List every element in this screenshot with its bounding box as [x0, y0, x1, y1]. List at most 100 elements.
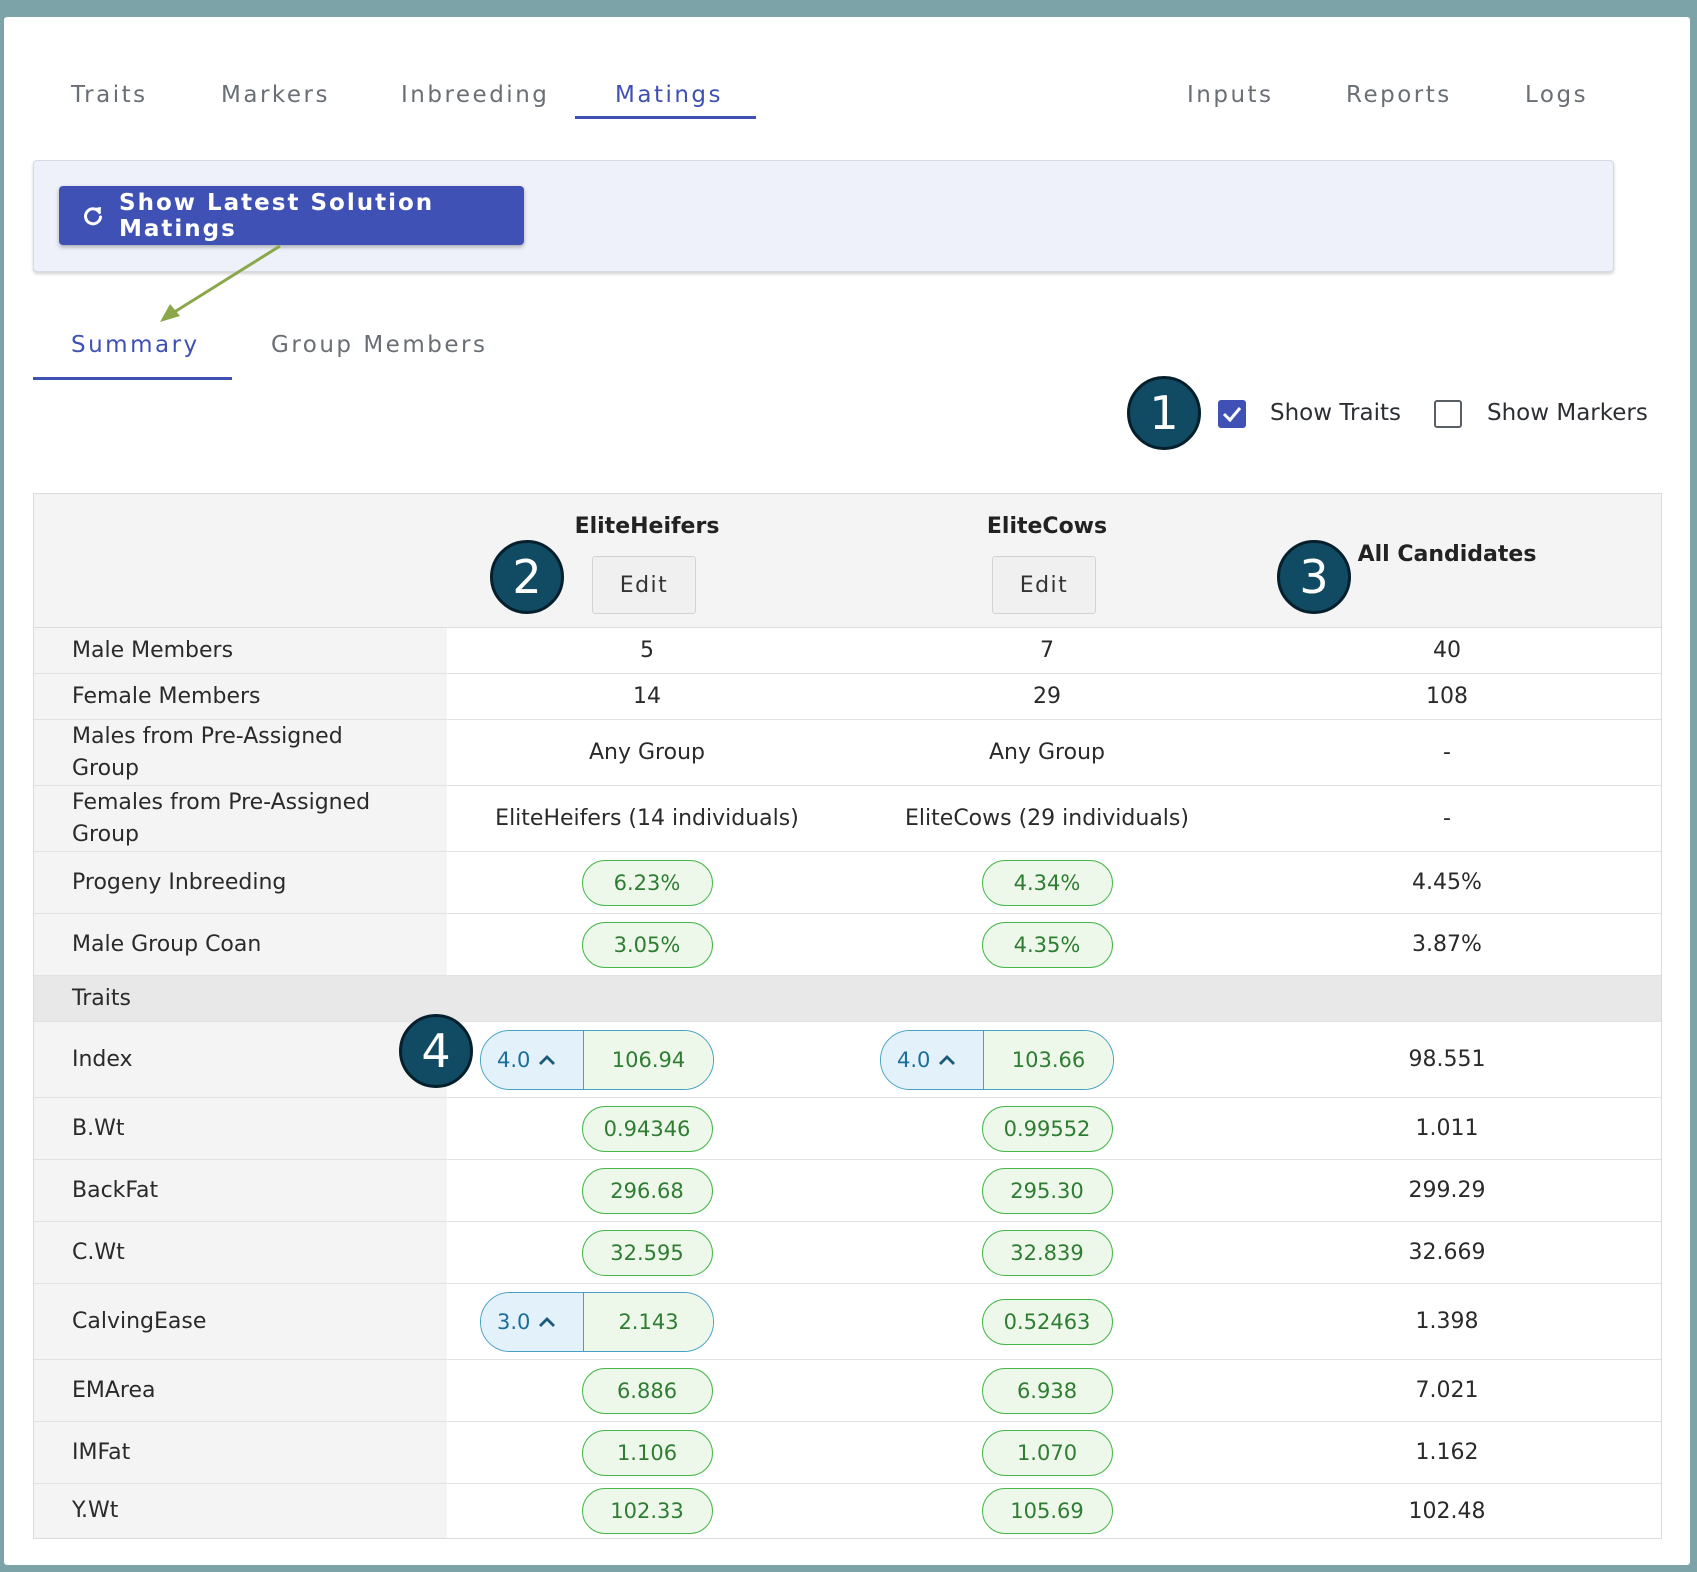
- annotation-badge-4: 4: [399, 1014, 473, 1088]
- value: 106.94: [584, 1031, 713, 1089]
- value: 103.66: [984, 1031, 1113, 1089]
- cell-all-candidates: 1.162: [1415, 1440, 1479, 1465]
- summary-tab-indicator: [33, 377, 232, 380]
- chevron-up-icon: [939, 1055, 956, 1065]
- table-row-females-pre-assigned: Females from Pre-Assigned Group EliteHei…: [34, 786, 1661, 852]
- weighted-value-control: 4.0 103.66: [880, 1030, 1114, 1090]
- row-label: B.Wt: [34, 1098, 447, 1159]
- value-pill: 6.886: [581, 1367, 713, 1414]
- show-latest-solution-matings-button[interactable]: Show Latest Solution Matings: [59, 186, 524, 245]
- tab-markers[interactable]: Markers: [221, 82, 330, 108]
- table-row-male-group-coan: Male Group Coan 3.05% 4.35% 3.87%: [34, 914, 1661, 976]
- cell-elitecows: 7: [1040, 638, 1054, 663]
- weight-toggle[interactable]: 3.0: [481, 1293, 584, 1351]
- value-pill: 295.30: [981, 1167, 1113, 1214]
- row-label: Male Group Coan: [34, 914, 447, 975]
- tab-inputs[interactable]: Inputs: [1187, 82, 1274, 108]
- weight-toggle[interactable]: 4.0: [881, 1031, 984, 1089]
- active-tab-indicator: [575, 116, 756, 119]
- value-pill: 32.595: [581, 1229, 713, 1276]
- cell-elitecows: Any Group: [989, 740, 1105, 765]
- table-row-cwt: C.Wt 32.595 32.839 32.669: [34, 1222, 1661, 1284]
- row-label: EMArea: [34, 1360, 447, 1421]
- tab-summary[interactable]: Summary: [71, 332, 200, 358]
- annotation-arrow: [160, 244, 281, 322]
- row-label: CalvingEase: [34, 1284, 447, 1359]
- cell-all-candidates: -: [1443, 806, 1451, 831]
- cell-all-candidates: 299.29: [1408, 1178, 1486, 1203]
- check-icon: [1222, 407, 1242, 423]
- table-header: EliteHeifers Edit EliteCows Edit All Can…: [34, 494, 1661, 628]
- table-row-progeny-inbreeding: Progeny Inbreeding 6.23% 4.34% 4.45%: [34, 852, 1661, 914]
- value-pill: 6.938: [981, 1367, 1113, 1414]
- summary-table: EliteHeifers Edit EliteCows Edit All Can…: [33, 493, 1662, 1539]
- value-pill: 4.35%: [981, 921, 1113, 968]
- cell-all-candidates: 7.021: [1415, 1378, 1479, 1403]
- show-traits-checkbox[interactable]: [1218, 400, 1246, 428]
- row-label: Females from Pre-Assigned Group: [34, 786, 447, 851]
- show-latest-label: Show Latest Solution Matings: [119, 189, 435, 242]
- chevron-up-icon: [539, 1055, 556, 1065]
- show-markers-checkbox[interactable]: [1434, 400, 1462, 428]
- table-row-calvingease: CalvingEase 3.0 2.143 0.52463 1.398: [34, 1284, 1661, 1360]
- row-label: C.Wt: [34, 1222, 447, 1283]
- weighted-value-control: 4.0 106.94: [480, 1030, 714, 1090]
- weight-toggle[interactable]: 4.0: [481, 1031, 584, 1089]
- column-header-eliteheifers: EliteHeifers: [574, 514, 720, 539]
- table-row-female-members: Female Members 14 29 108: [34, 674, 1661, 720]
- value-pill: 32.839: [981, 1229, 1113, 1276]
- table-row-imfat: IMFat 1.106 1.070 1.162: [34, 1422, 1661, 1484]
- tab-inbreeding[interactable]: Inbreeding: [401, 82, 550, 108]
- tab-logs[interactable]: Logs: [1525, 82, 1589, 108]
- cell-eliteheifers: 5: [640, 638, 654, 663]
- cell-all-candidates: -: [1443, 740, 1451, 765]
- annotation-badge-3: 3: [1277, 540, 1351, 614]
- table-row-bwt: B.Wt 0.94346 0.99552 1.011: [34, 1098, 1661, 1160]
- show-traits-label[interactable]: Show Traits: [1270, 400, 1401, 426]
- cell-all-candidates: 1.398: [1415, 1309, 1479, 1334]
- annotation-badge-1: 1: [1127, 376, 1201, 450]
- row-label: BackFat: [34, 1160, 447, 1221]
- weight-value: 4.0: [897, 1048, 931, 1072]
- table-row-ywt: Y.Wt 102.33 105.69 102.48: [34, 1484, 1661, 1538]
- row-label: Y.Wt: [34, 1484, 447, 1538]
- value-pill: 105.69: [981, 1488, 1113, 1534]
- cell-all-candidates: 1.011: [1415, 1116, 1479, 1141]
- section-label: Traits: [34, 976, 447, 1021]
- row-label: Males from Pre-Assigned Group: [34, 720, 447, 785]
- table-row-males-pre-assigned: Males from Pre-Assigned Group Any Group …: [34, 720, 1661, 786]
- table-row-emarea: EMArea 6.886 6.938 7.021: [34, 1360, 1661, 1422]
- value-pill: 0.94346: [581, 1105, 713, 1152]
- value-pill: 4.34%: [981, 859, 1113, 906]
- edit-elitecows-button[interactable]: Edit: [992, 556, 1096, 614]
- cell-all-candidates: 40: [1433, 638, 1461, 663]
- value-pill: 3.05%: [581, 921, 713, 968]
- cell-elitecows: EliteCows (29 individuals): [905, 806, 1189, 831]
- chevron-up-icon: [539, 1317, 556, 1327]
- annotation-badge-2: 2: [490, 540, 564, 614]
- tab-reports[interactable]: Reports: [1346, 82, 1452, 108]
- tab-traits[interactable]: Traits: [71, 82, 148, 108]
- cell-elitecows: 29: [1033, 684, 1061, 709]
- cell-all-candidates: 4.45%: [1412, 870, 1482, 895]
- tab-group-members[interactable]: Group Members: [271, 332, 488, 358]
- edit-eliteheifers-button[interactable]: Edit: [592, 556, 696, 614]
- row-label: Female Members: [34, 674, 447, 719]
- value-pill: 1.106: [581, 1429, 713, 1476]
- cell-eliteheifers: 14: [633, 684, 661, 709]
- cell-all-candidates: 102.48: [1408, 1498, 1486, 1524]
- value-pill: 1.070: [981, 1429, 1113, 1476]
- cell-eliteheifers: Any Group: [589, 740, 705, 765]
- cell-all-candidates: 32.669: [1408, 1240, 1486, 1265]
- row-label: Index: [34, 1022, 447, 1097]
- show-markers-label[interactable]: Show Markers: [1487, 400, 1648, 426]
- cell-all-candidates: 98.551: [1408, 1047, 1486, 1072]
- table-section-traits: Traits: [34, 976, 1661, 1022]
- tab-matings[interactable]: Matings: [615, 82, 724, 108]
- cell-eliteheifers: EliteHeifers (14 individuals): [495, 806, 799, 831]
- weight-value: 3.0: [497, 1310, 531, 1334]
- row-label: Progeny Inbreeding: [34, 852, 447, 913]
- table-row-backfat: BackFat 296.68 295.30 299.29: [34, 1160, 1661, 1222]
- column-header-elitecows: EliteCows: [986, 514, 1108, 539]
- table-row-index: Index 4.0 106.94 4.0 103.66 98.551: [34, 1022, 1661, 1098]
